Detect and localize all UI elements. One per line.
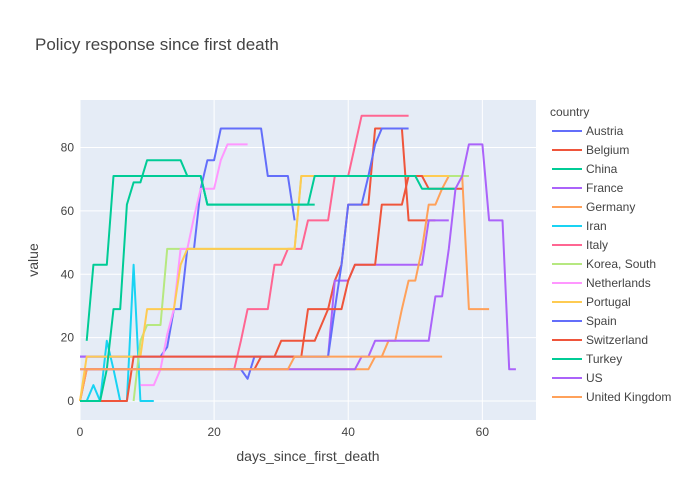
legend-item-label: Belgium: [586, 143, 629, 157]
plot-area: [80, 100, 536, 420]
legend-item-label: Germany: [586, 200, 635, 214]
legend-item-label: Turkey: [586, 352, 622, 366]
series-line-united-kingdom: [80, 355, 443, 371]
legend-item-label: Switzerland: [586, 333, 648, 347]
y-tick-label: 40: [61, 267, 75, 281]
series-line-switzerland: [80, 175, 463, 402]
x-tick-label: 20: [207, 425, 221, 439]
legend-item-label: Netherlands: [586, 276, 651, 290]
y-axis-title: value: [25, 243, 41, 277]
x-tick-label: 40: [342, 425, 356, 439]
x-tick-label: 60: [476, 425, 490, 439]
x-axis-title: days_since_first_death: [236, 448, 379, 464]
chart-title: Policy response since first death: [35, 35, 279, 54]
legend-item-label: Austria: [586, 124, 624, 138]
series-line-iran: [80, 263, 154, 402]
series-line-netherlands: [140, 143, 248, 387]
legend-item-label: China: [586, 162, 618, 176]
y-tick-label: 80: [61, 141, 75, 155]
y-tick-label: 60: [61, 204, 75, 218]
series-line-portugal: [79, 175, 449, 402]
legend: country Austria Belgium China France Germany…: [550, 105, 671, 404]
series-line-turkey: [80, 159, 456, 402]
series-layer: [79, 114, 516, 402]
legend-item-label: Portugal: [586, 295, 631, 309]
legend-item-label: Iran: [586, 219, 607, 233]
tick-labels: 0 20 40 60 80 0 20 40 60: [61, 141, 490, 439]
y-tick-label: 20: [61, 331, 75, 345]
x-tick-label: 0: [77, 425, 84, 439]
legend-title: country: [550, 105, 589, 119]
legend-item-label: US: [586, 371, 603, 385]
legend-item-label: France: [586, 181, 624, 195]
legend-item-label: Korea, South: [586, 257, 656, 271]
legend-item-label: United Kingdom: [586, 390, 671, 404]
legend-item-label: Italy: [586, 238, 608, 252]
y-tick-label: 0: [67, 394, 74, 408]
legend-item-label: Spain: [586, 314, 617, 328]
gridlines: [79, 100, 536, 420]
